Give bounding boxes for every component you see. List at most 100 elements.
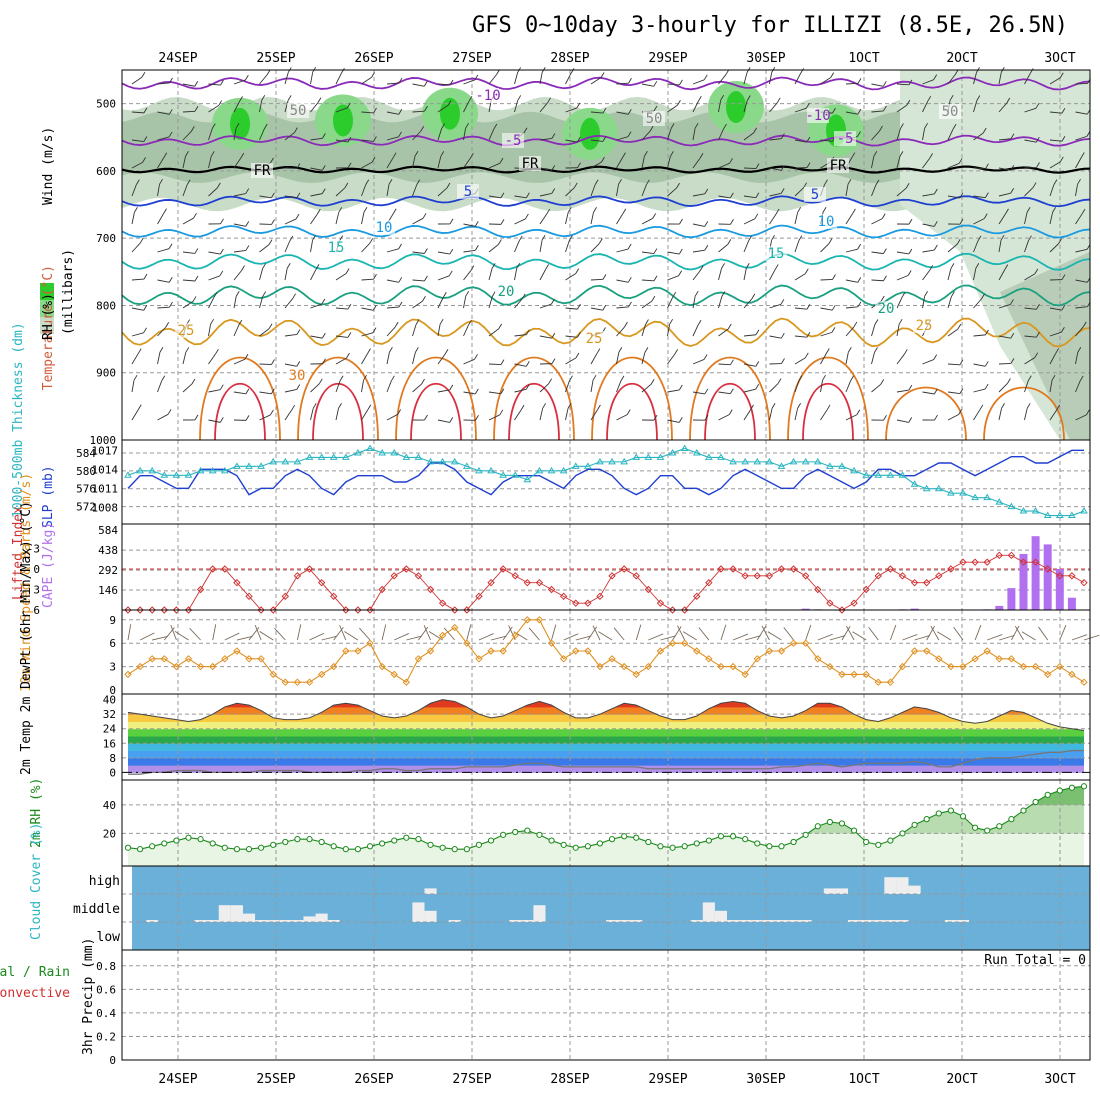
- wind-barb-feather: [908, 218, 913, 225]
- wind-barb: [412, 217, 424, 225]
- wind-barb-feather: [525, 192, 530, 199]
- wind-barb: [259, 414, 271, 421]
- wind10-speed-point: [221, 655, 229, 663]
- contour-label-bg: [287, 103, 309, 118]
- wind-barb: [845, 111, 858, 115]
- wind-barb: [488, 162, 501, 169]
- wind-barb: [463, 79, 475, 85]
- cloud-middle-bar: [279, 920, 292, 922]
- wind-barb: [896, 83, 910, 86]
- wind-barb: [947, 268, 952, 281]
- wind-barb: [233, 223, 246, 227]
- wind-barb: [361, 76, 372, 85]
- wind-barb-feather: [344, 182, 349, 189]
- wind-barb-feather: [703, 74, 708, 81]
- wind-barb-feather: [1035, 136, 1040, 143]
- temp-contour-10: [121, 224, 1091, 239]
- wind-barb: [794, 380, 800, 393]
- wind-barb: [131, 278, 145, 281]
- wind10-barb: [720, 624, 727, 641]
- contour-label-bg: [286, 368, 308, 383]
- wind-barb: [514, 195, 527, 199]
- contour-label-bg: [175, 323, 197, 338]
- wind-barb: [131, 76, 143, 85]
- wind-barb: [182, 251, 195, 254]
- thickness-point: [765, 457, 774, 465]
- wind-barb: [947, 163, 960, 169]
- wind-barb-feather: [704, 244, 709, 251]
- wind-barb: [743, 298, 753, 309]
- cloud-middle-bar: [412, 902, 425, 922]
- wind-barb-feather: [159, 347, 164, 353]
- upper-ylabel-wind: Wind (m/s): [41, 127, 56, 205]
- wind10-barb: [502, 626, 513, 641]
- lifted-index-point: [935, 572, 943, 580]
- wind10-speed-point: [1007, 655, 1016, 663]
- wind-barb-feather: [262, 263, 267, 269]
- lifted-index-point: [922, 578, 931, 587]
- wind-barb-feather: [219, 417, 224, 423]
- wind-barb: [616, 380, 622, 393]
- wind-barb-feather: [905, 182, 910, 189]
- wind-barb-feather: [168, 109, 173, 115]
- wind-barb-feather: [210, 318, 214, 325]
- wind-barb: [769, 192, 782, 197]
- wind-barb: [386, 136, 399, 141]
- thickness-point: [136, 466, 144, 474]
- wind-barb: [641, 218, 653, 225]
- wind10-speed-point: [330, 662, 338, 671]
- wind-barb-feather: [857, 78, 862, 84]
- thickness-point: [741, 457, 750, 465]
- thickness-point: [354, 448, 362, 456]
- wind-barb-feather: [697, 319, 702, 326]
- wind-barb-feather: [879, 125, 883, 132]
- wind-barb: [310, 269, 317, 281]
- wind10-barb: [394, 633, 409, 641]
- rh2m-point: [887, 837, 894, 844]
- rh2m-point: [996, 823, 1003, 830]
- wind10-speed-point: [293, 678, 302, 686]
- wind-barb-feather: [373, 136, 377, 142]
- wind-barb: [616, 111, 629, 115]
- contour-label-bg: [913, 318, 935, 333]
- wind-barb-feather: [294, 127, 298, 133]
- wind10-barb: [478, 633, 494, 641]
- wind-barb-feather: [397, 409, 402, 415]
- wind-barb: [412, 300, 423, 309]
- wind-barb-feather: [193, 212, 197, 219]
- thickness-point: [789, 457, 798, 465]
- wind-barb: [514, 100, 519, 113]
- wind-barb: [233, 193, 246, 197]
- thickness-point: [366, 444, 374, 451]
- wind10-barb: [889, 624, 897, 641]
- wind-barb-feather: [165, 322, 170, 328]
- wind10-speed-point: [559, 655, 568, 663]
- wind10-barb: [406, 635, 422, 641]
- wind-barb: [820, 409, 828, 421]
- wind-barb: [998, 408, 1002, 421]
- wind-barb-feather: [373, 273, 377, 280]
- cloud-middle-bar: [448, 920, 461, 922]
- wind-barb: [794, 335, 807, 338]
- wind10-barb: [1010, 625, 1020, 641]
- wind-barb: [335, 73, 342, 85]
- wind-barb: [208, 353, 216, 365]
- wind-barb: [514, 240, 520, 253]
- wind-barb-feather: [653, 414, 658, 421]
- cape-bar: [1055, 569, 1064, 610]
- wind-barb: [208, 187, 218, 197]
- wind-barb-feather: [449, 218, 454, 225]
- wind10-barb: [466, 624, 472, 641]
- wind-barb-feather: [449, 79, 454, 86]
- wind-barb: [208, 324, 212, 337]
- wind-barb: [514, 268, 518, 281]
- wind-barb-feather: [1000, 234, 1005, 241]
- wind10-speed-point: [475, 655, 483, 663]
- wind-barb-feather: [346, 102, 351, 109]
- wind10-speed-point: [547, 639, 556, 647]
- wind-barb-feather: [1010, 187, 1015, 194]
- wind10-speed-point: [765, 647, 774, 655]
- wind-barb: [182, 110, 196, 113]
- wind-barb-feather: [622, 152, 626, 158]
